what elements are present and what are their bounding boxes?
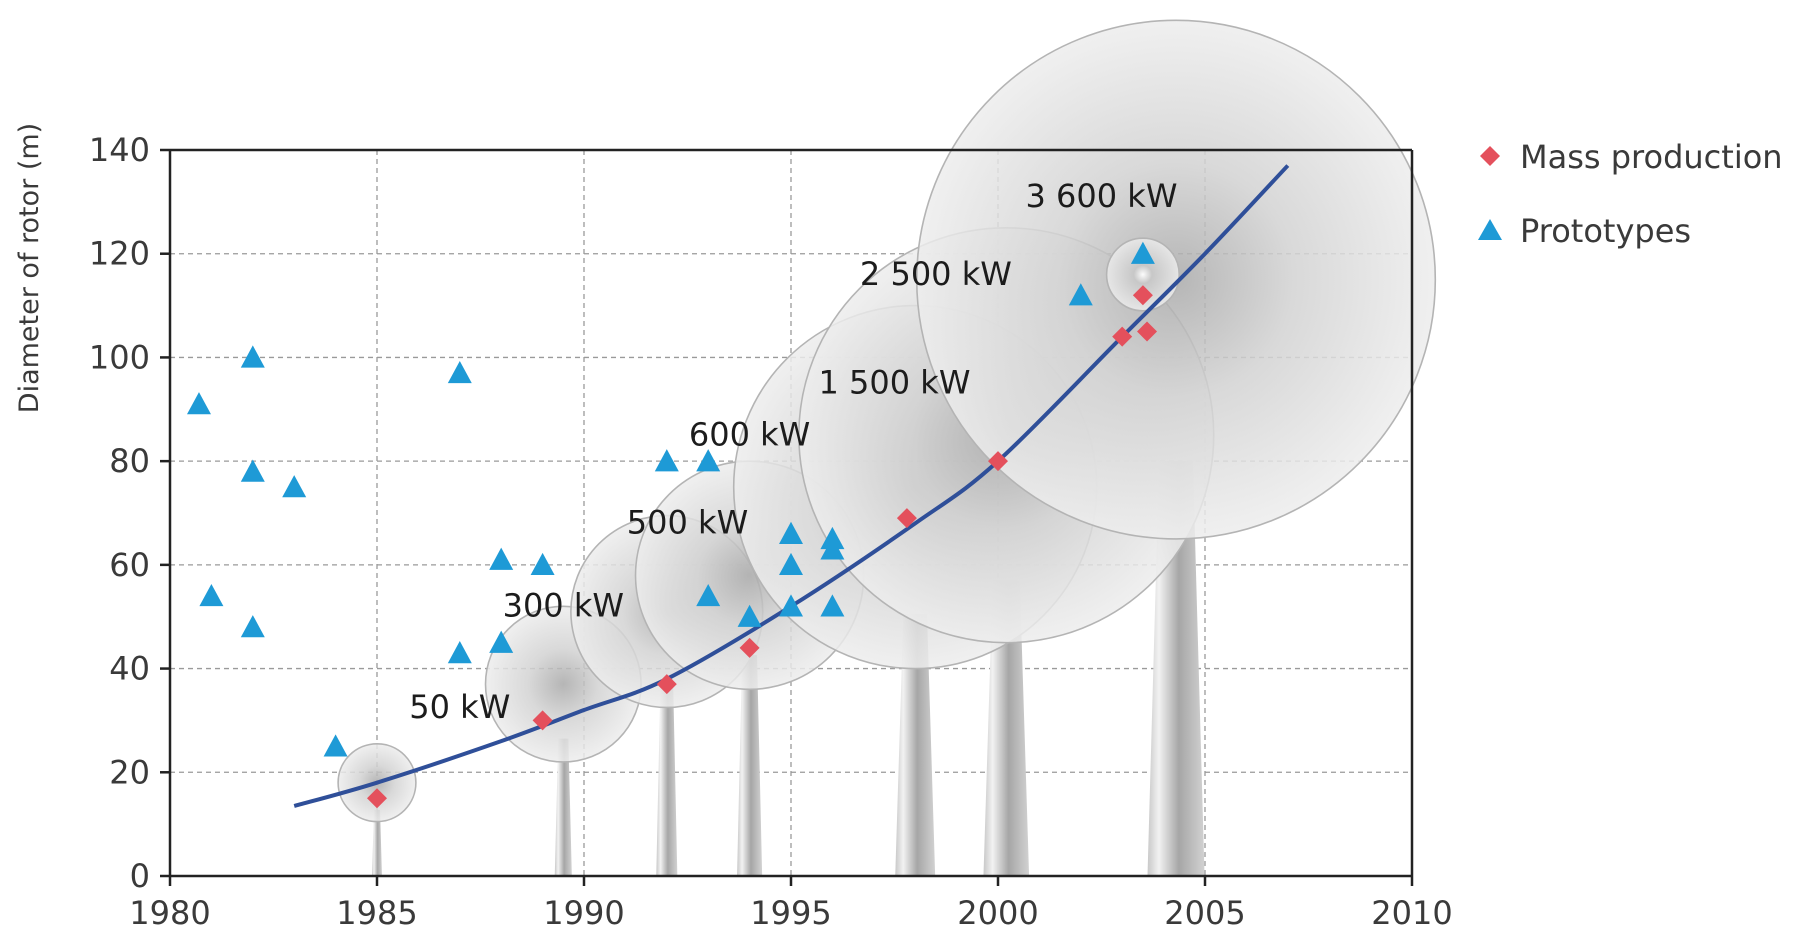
turbine-label-3-600-kw: 3 600 kW xyxy=(1026,177,1178,215)
mass-production-point-0 xyxy=(367,788,387,809)
y-tick-label-40: 40 xyxy=(109,650,150,688)
prototype-point-22 xyxy=(1068,283,1093,306)
legend-mass-production-label: Mass production xyxy=(1520,138,1783,176)
x-tick-label-1995: 1995 xyxy=(750,894,831,932)
mass-production-point-6 xyxy=(1112,326,1133,347)
turbine-label-500-kw: 500 kW xyxy=(627,504,748,542)
prototype-point-16 xyxy=(779,521,803,544)
prototype-point-11 xyxy=(530,552,555,576)
prototype-point-20 xyxy=(820,537,845,560)
y-tick-label-80: 80 xyxy=(109,442,150,480)
mass-production-point-8 xyxy=(1132,285,1153,306)
turbine-label-2-500-kw: 2 500 kW xyxy=(860,255,1012,293)
mass-production-point-3 xyxy=(739,637,760,658)
turbine-tower-1-500-kw xyxy=(895,614,936,876)
prototype-point-5 xyxy=(282,475,307,498)
x-tick-label-2010: 2010 xyxy=(1371,894,1452,932)
prototype-point-0 xyxy=(186,392,211,415)
prototype-point-6 xyxy=(323,734,348,757)
turbine-label-300-kw: 300 kW xyxy=(503,587,624,625)
prototype-point-12 xyxy=(654,449,679,472)
mass-production-point-5 xyxy=(988,451,1008,472)
turbine-label-50-kw: 50 kW xyxy=(409,688,510,726)
prototype-point-1 xyxy=(199,583,224,607)
trend-line xyxy=(293,164,1290,808)
turbine-tower-600-kw xyxy=(737,655,763,876)
prototype-point-9 xyxy=(489,547,514,570)
turbine-rotor-hub-7 xyxy=(1105,237,1180,312)
y-tick-label-20: 20 xyxy=(109,753,150,791)
prototype-point-15 xyxy=(737,604,762,627)
prototype-point-3 xyxy=(240,459,265,482)
prototype-point-2 xyxy=(240,345,265,368)
legend: Mass production Prototypes xyxy=(1478,138,1783,250)
prototype-point-21 xyxy=(820,594,845,617)
prototype-point-14 xyxy=(696,583,721,607)
y-tick-label-120: 120 xyxy=(89,235,150,273)
x-tick-label-1990: 1990 xyxy=(543,894,624,932)
x-tick-label-2005: 2005 xyxy=(1164,894,1245,932)
turbine-tower-2-500-kw xyxy=(983,580,1030,876)
prototype-point-18 xyxy=(779,594,803,617)
y-tick-label-0: 0 xyxy=(130,857,150,895)
prototype-point-4 xyxy=(240,615,265,638)
legend-prototypes-label: Prototypes xyxy=(1520,212,1691,250)
mass-production-point-1 xyxy=(532,710,553,731)
x-tick-label-1980: 1980 xyxy=(129,894,210,932)
prototype-point-23 xyxy=(1130,241,1155,264)
prototype-point-10 xyxy=(489,630,514,653)
mass-production-point-2 xyxy=(656,674,677,695)
x-tick-label-2000: 2000 xyxy=(957,894,1038,932)
prototype-point-7 xyxy=(447,360,472,384)
prototype-point-8 xyxy=(447,641,472,664)
y-axis-title: Diameter of rotor (m) xyxy=(14,123,45,413)
turbine-tower-300-kw xyxy=(554,738,572,876)
turbine-tower-500-kw xyxy=(656,678,678,876)
mass-production-point-7 xyxy=(1137,321,1158,342)
x-tick-label-1985: 1985 xyxy=(336,894,417,932)
y-tick-label-60: 60 xyxy=(109,546,150,584)
turbine-label-1-500-kw: 1 500 kW xyxy=(819,364,971,402)
prototype-point-17 xyxy=(779,552,803,576)
turbine-label-600-kw: 600 kW xyxy=(689,416,810,454)
legend-prototypes-marker xyxy=(1478,219,1502,240)
legend-mass-production-marker xyxy=(1480,146,1500,166)
y-tick-label-140: 140 xyxy=(89,131,150,169)
prototype-point-13 xyxy=(696,449,721,472)
mass-production-point-4 xyxy=(896,508,917,529)
y-tick-label-100: 100 xyxy=(89,338,150,376)
turbine-tower-50-kw xyxy=(372,809,382,876)
